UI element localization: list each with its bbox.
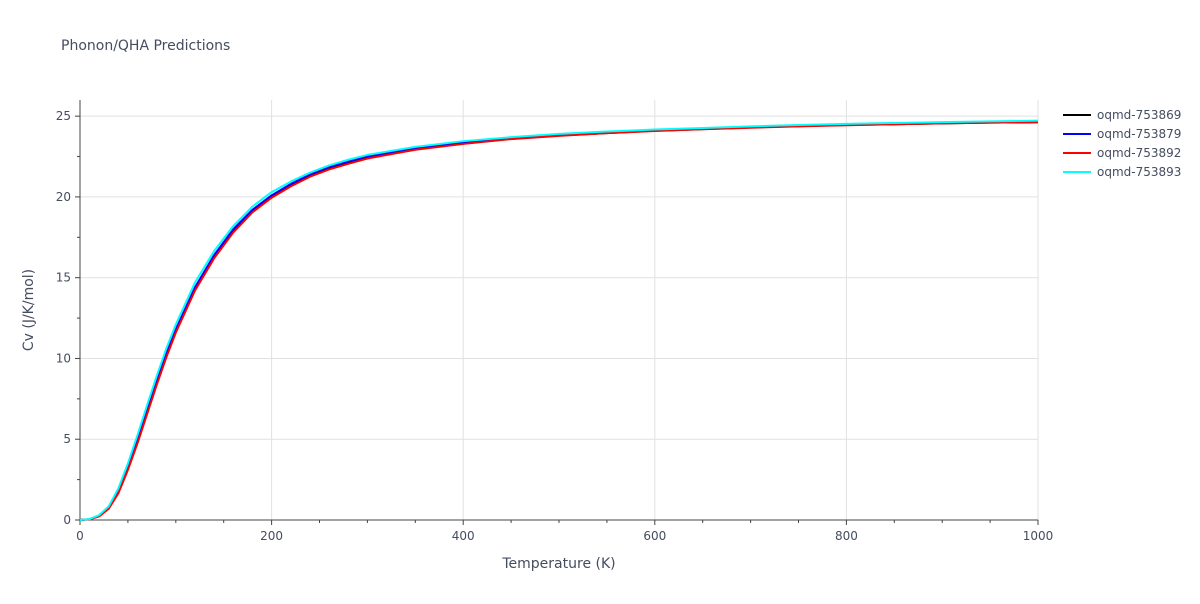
legend-label: oqmd-753879 <box>1097 127 1181 141</box>
x-tick-label: 600 <box>643 529 666 543</box>
y-tick-label: 25 <box>56 109 71 123</box>
legend-label: oqmd-753869 <box>1097 108 1181 122</box>
legend-item-oqmd-753893[interactable]: oqmd-753893 <box>1063 165 1181 179</box>
series-line-oqmd-753879 <box>79 120 1039 521</box>
axes: 0 200 400 600 800 1000 0 5 10 15 20 25 <box>56 100 1054 543</box>
legend-item-oqmd-753879[interactable]: oqmd-753879 <box>1063 127 1181 141</box>
legend-label: oqmd-753892 <box>1097 146 1181 160</box>
legend[interactable]: oqmd-753869 oqmd-753879 oqmd-753892 oqmd-75… <box>1063 108 1181 179</box>
y-tick-label: 0 <box>63 513 71 527</box>
x-axis-label: Temperature (K) <box>501 556 615 572</box>
series-line-oqmd-753869 <box>79 121 1039 521</box>
x-tick-label: 800 <box>835 529 858 543</box>
series-line-oqmd-753893 <box>79 119 1039 521</box>
x-tick-label: 0 <box>76 529 84 543</box>
x-tick-label: 400 <box>452 529 475 543</box>
y-axis-label: Cv (J/K/mol) <box>21 269 37 351</box>
y-tick-label: 5 <box>63 432 71 446</box>
series-lines <box>79 119 1039 521</box>
y-tick-label: 20 <box>56 190 71 204</box>
series-line-oqmd-753892 <box>79 121 1039 521</box>
chart-title: Phonon/QHA Predictions <box>61 38 230 54</box>
x-tick-label: 200 <box>260 529 283 543</box>
x-tick-label: 1000 <box>1023 529 1054 543</box>
legend-item-oqmd-753892[interactable]: oqmd-753892 <box>1063 146 1181 160</box>
legend-item-oqmd-753869[interactable]: oqmd-753869 <box>1063 108 1181 122</box>
grid-lines <box>80 100 1039 520</box>
y-tick-label: 10 <box>56 351 71 365</box>
y-tick-label: 15 <box>56 271 71 285</box>
legend-label: oqmd-753893 <box>1097 165 1181 179</box>
